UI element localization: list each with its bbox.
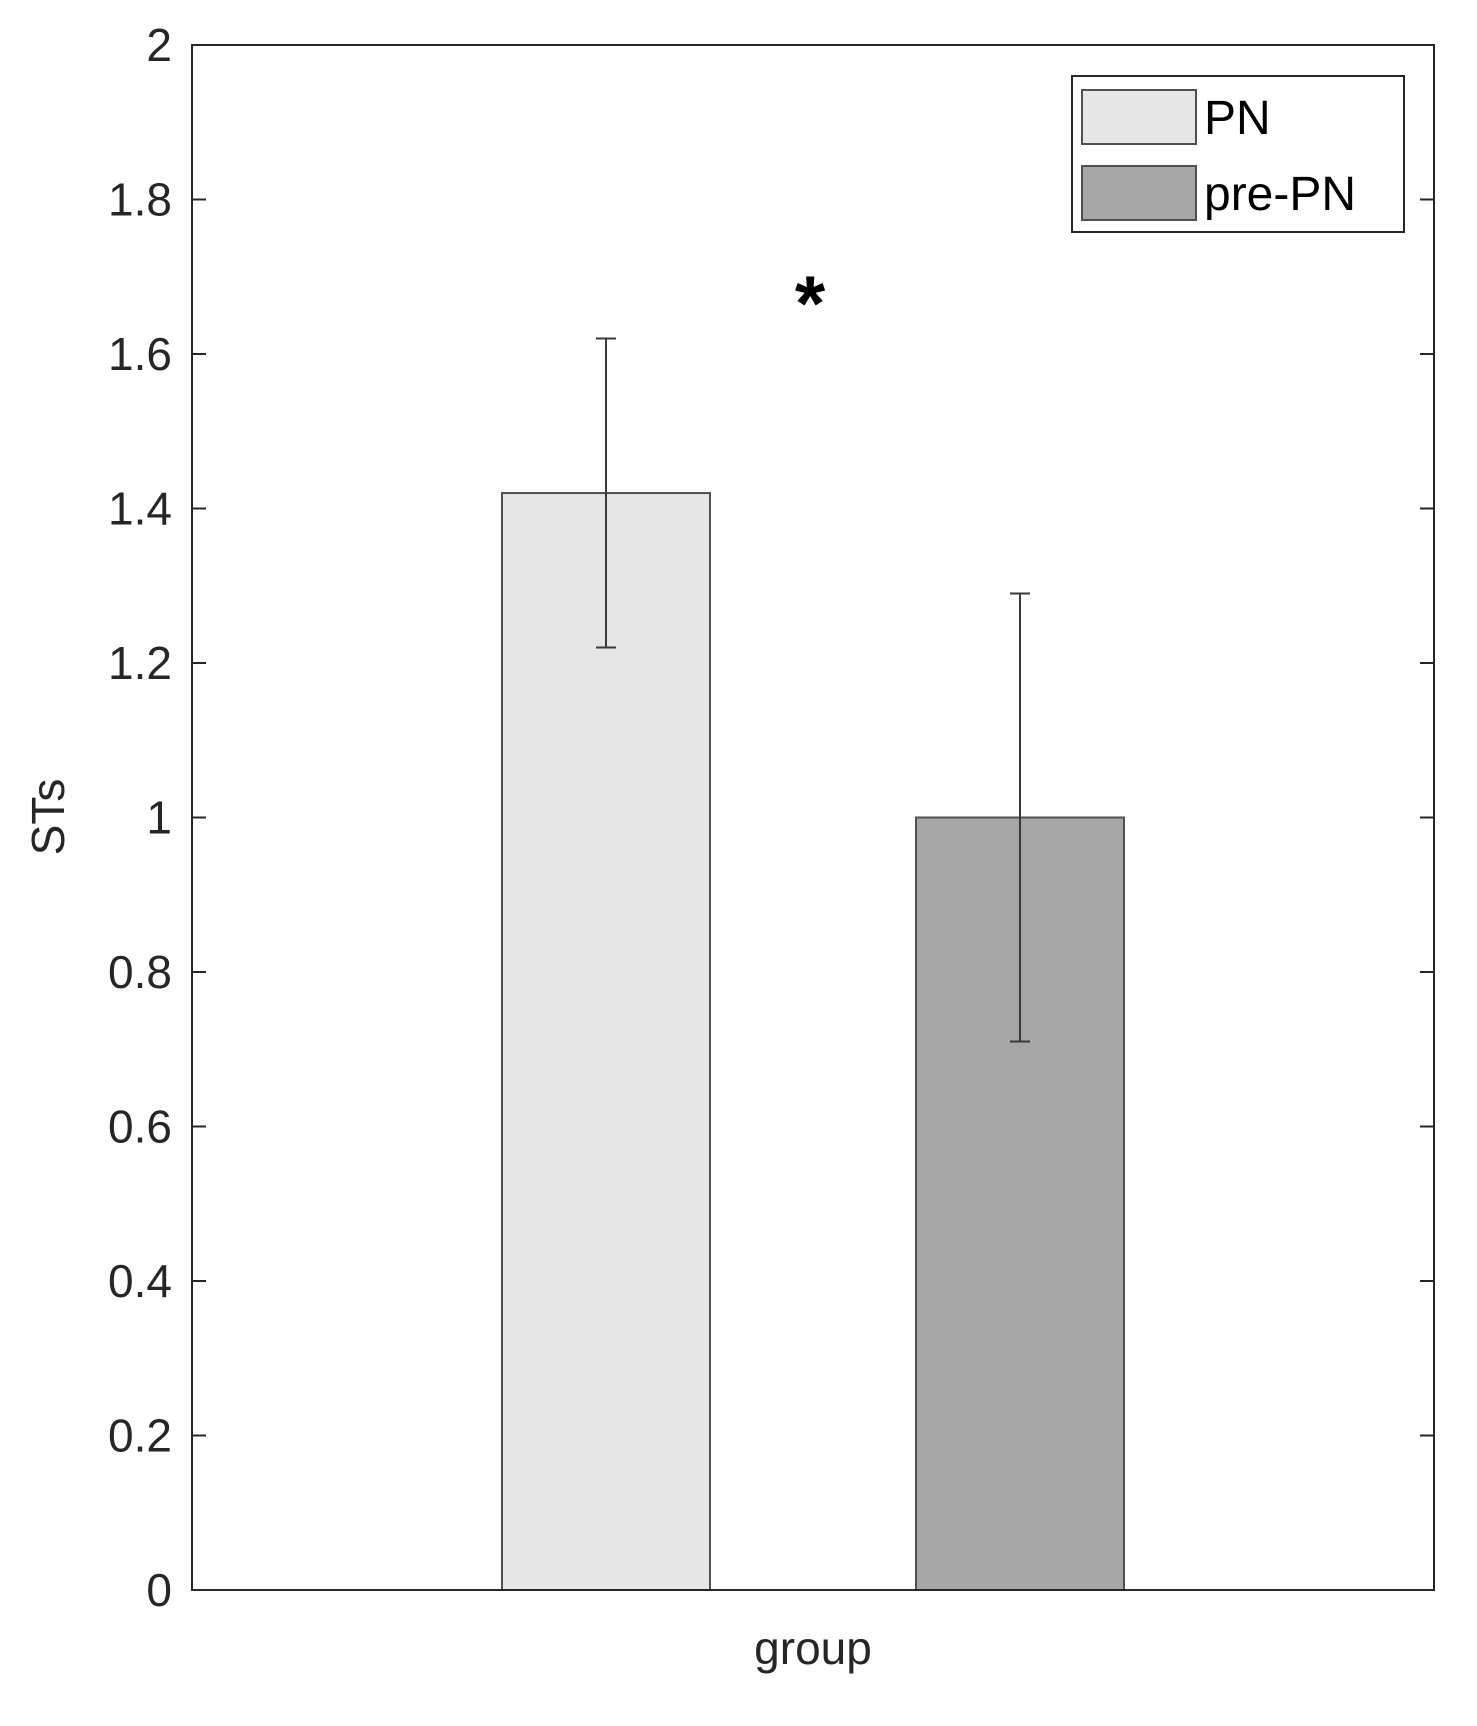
legend: PN pre-PN — [1071, 75, 1405, 233]
x-axis-label: group — [754, 1622, 872, 1674]
error-bars-group — [596, 337, 1030, 1043]
y-tick-label-10: 2 — [146, 19, 172, 71]
legend-label-0: PN — [1204, 92, 1271, 145]
legend-swatch-0 — [1081, 89, 1197, 145]
y-axis-ticks: 0 0.2 0.4 0.6 0.8 1 1.2 1.4 1.6 1.8 2 — [108, 19, 1434, 1616]
plot-area — [192, 45, 1434, 1590]
legend-swatch-1 — [1081, 165, 1197, 221]
bar-pn — [501, 492, 711, 1591]
y-tick-label-7: 1.4 — [108, 483, 172, 535]
y-axis-label: STs — [22, 779, 74, 856]
significance-marker: * — [795, 259, 826, 347]
y-tick-label-6: 1.2 — [108, 637, 172, 689]
y-tick-label-3: 0.6 — [108, 1101, 172, 1153]
y-tick-label-4: 0.8 — [108, 946, 172, 998]
y-tick-label-0: 0 — [146, 1564, 172, 1616]
y-tick-label-9: 1.8 — [108, 174, 172, 226]
y-tick-label-2: 0.4 — [108, 1255, 172, 1307]
y-tick-label-1: 0.2 — [108, 1410, 172, 1462]
y-tick-label-8: 1.6 — [108, 328, 172, 380]
legend-label-1: pre-PN — [1204, 168, 1356, 221]
y-tick-label-5: 1 — [146, 792, 172, 844]
